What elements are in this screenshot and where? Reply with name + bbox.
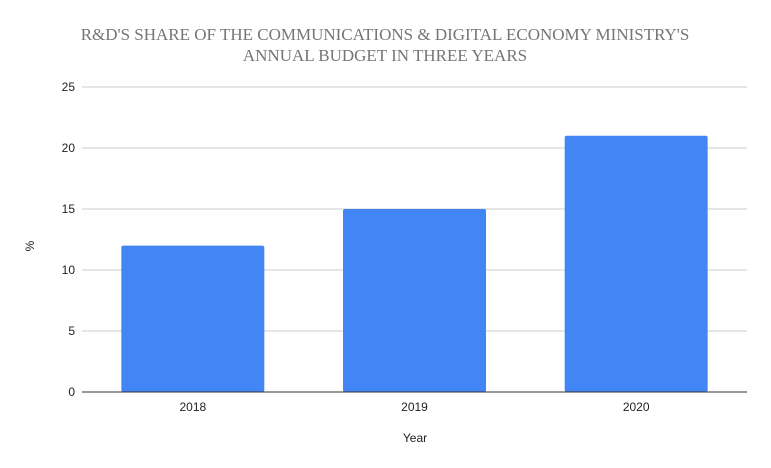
y-axis-ticks: 0 5 10 15 20 25 xyxy=(62,80,76,399)
y-tick-label: 20 xyxy=(62,141,76,155)
chart-title: R&D'S SHARE OF THE COMMUNICATIONS & DIGI… xyxy=(81,25,690,65)
y-axis-title: % xyxy=(23,240,37,251)
x-tick-label: 2019 xyxy=(401,400,428,414)
bar-2020 xyxy=(564,135,708,393)
bar-2019 xyxy=(343,209,486,392)
chart-title-line-1: R&D'S SHARE OF THE COMMUNICATIONS & DIGI… xyxy=(81,25,690,44)
y-tick-label: 5 xyxy=(68,324,75,338)
x-axis-title: Year xyxy=(403,431,427,445)
chart-title-line-2: ANNUAL BUDGET IN THREE YEARS xyxy=(243,46,527,65)
y-tick-label: 15 xyxy=(62,202,76,216)
y-tick-label: 0 xyxy=(68,385,75,399)
bar-2018 xyxy=(121,245,265,392)
bars xyxy=(121,135,708,393)
y-tick-label: 25 xyxy=(62,80,76,94)
x-tick-label: 2018 xyxy=(179,400,206,414)
y-tick-label: 10 xyxy=(62,263,76,277)
x-axis-ticks: 2018 2019 2020 xyxy=(179,400,649,414)
x-tick-label: 2020 xyxy=(623,400,650,414)
